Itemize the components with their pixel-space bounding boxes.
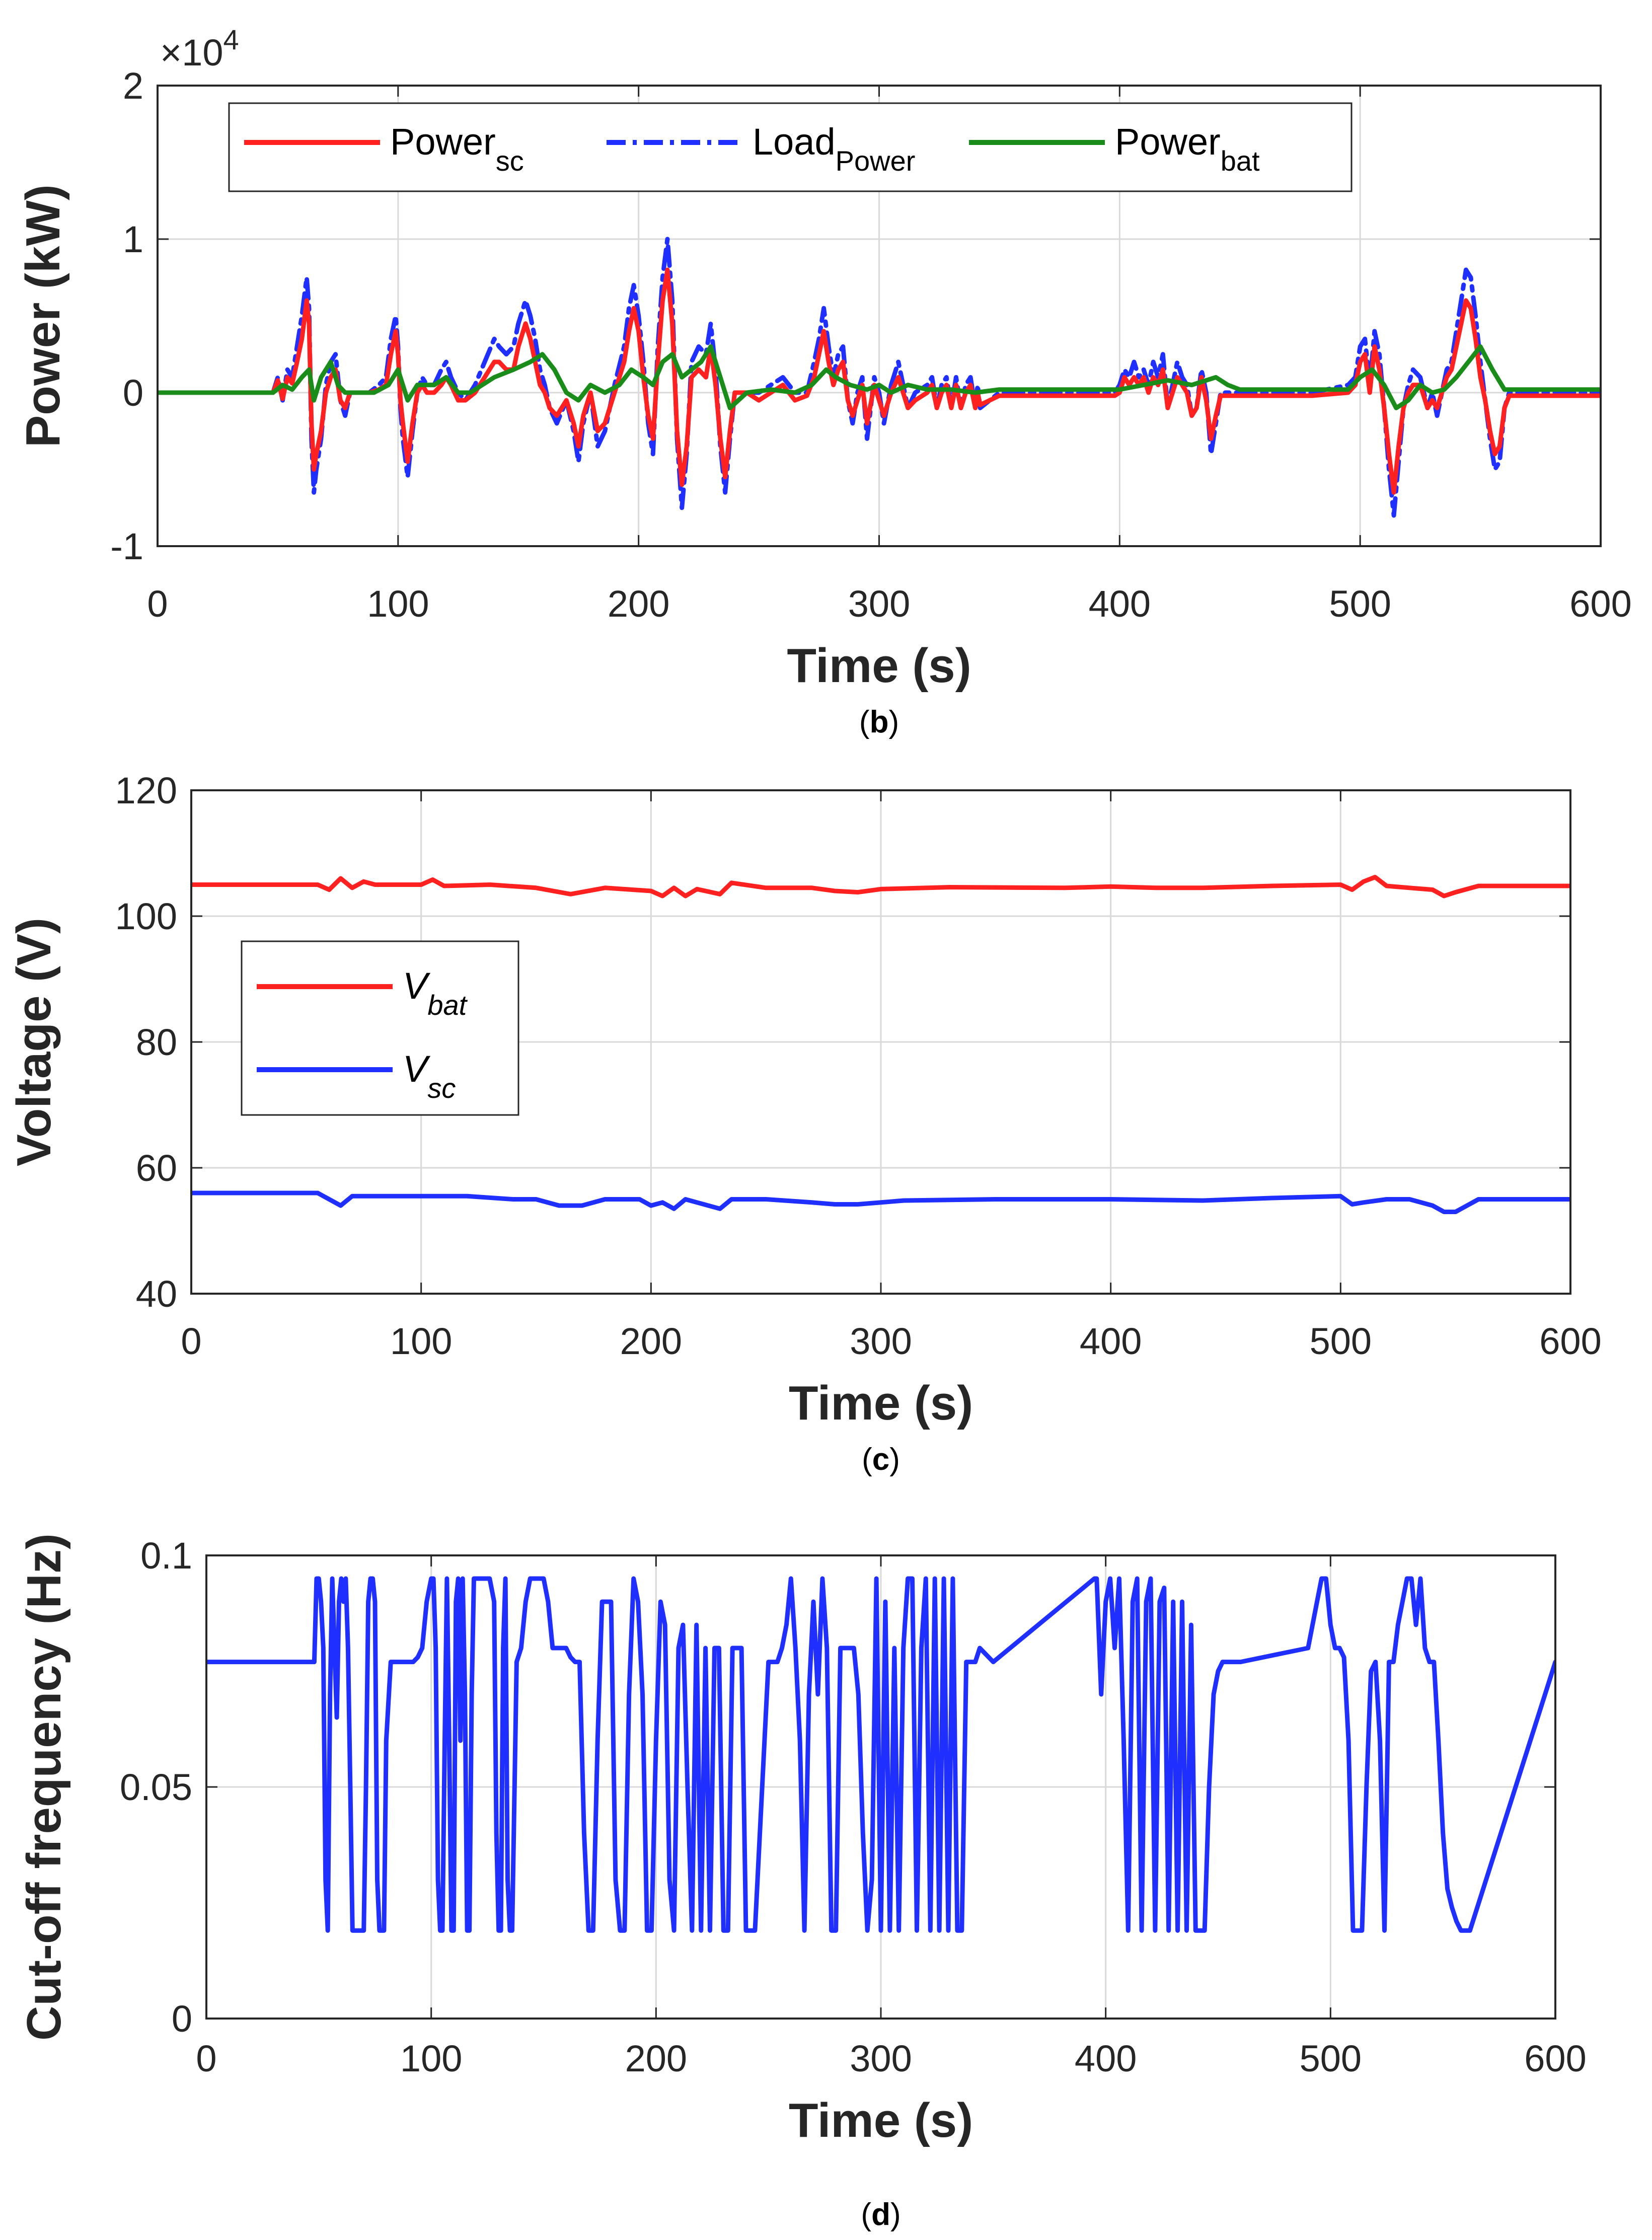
y-tick-label: 80: [136, 1021, 177, 1063]
x-tick-label: 400: [1075, 2038, 1137, 2079]
chart-panel-d: 0 100 200 300 400 500 600 0 0.05 0.1 Time (s) Cut-o…: [17, 1533, 1587, 2232]
y-axis-label: Voltage (V): [7, 918, 61, 1166]
y-tick-label: 1: [123, 218, 143, 260]
y-tick-label: 0.1: [140, 1535, 192, 1577]
x-tick-label: 100: [400, 2038, 462, 2079]
x-tick-label: 0: [196, 2038, 216, 2079]
y-tick-label: 0.05: [120, 1766, 192, 1808]
series-line-v-bat: [191, 875, 1570, 899]
legend-entry: LoadPower: [753, 121, 915, 177]
legend-entry-sub: Power: [836, 145, 916, 177]
panel-label-letter: b: [870, 705, 889, 739]
x-axis-label: Time (s): [789, 2094, 973, 2147]
y-tick-label: 0: [123, 372, 143, 414]
legend-entry-base: V: [403, 965, 431, 1007]
legend-entry-base: Power: [1115, 121, 1221, 163]
x-tick-label: 200: [620, 1320, 682, 1362]
y-tick-label: 0: [172, 1998, 192, 2040]
y-tick-label: 60: [136, 1147, 177, 1189]
series-group: [206, 1576, 1555, 1933]
panel-label: (d): [861, 2197, 900, 2232]
panel-label: (b): [859, 705, 899, 739]
y-tick-label: -1: [110, 526, 143, 567]
axes-frame: [205, 1554, 1556, 2020]
x-tick-label: 200: [625, 2038, 687, 2079]
legend: Powersc LoadPower Powerbat: [228, 102, 1353, 192]
series-line-v-sc: [191, 1190, 1570, 1214]
legend-entry-sub: sc: [496, 145, 524, 177]
x-tick-label: 200: [608, 583, 669, 625]
y-exponent-power: 4: [223, 24, 239, 55]
x-tick-label: 400: [1080, 1320, 1142, 1362]
axes-frame: [190, 789, 1571, 1295]
x-tick-label: 0: [181, 1320, 201, 1362]
legend-entry-sub: bat: [427, 989, 468, 1021]
panel-label-letter: c: [872, 1442, 889, 1477]
legend-entry: Vsc: [403, 1048, 456, 1104]
y-tick-label: 2: [123, 65, 143, 107]
y-exponent-base: ×10: [160, 32, 223, 73]
y-tick-label: 120: [115, 770, 177, 811]
panel-label-close: ): [888, 705, 899, 739]
series-line-power-sc: [158, 267, 1601, 495]
legend-entry-sub: bat: [1221, 145, 1260, 177]
series-group: [191, 875, 1570, 1214]
x-tick-label: 600: [1569, 583, 1631, 625]
legend-entry-sub: sc: [427, 1072, 456, 1104]
panel-label: (c): [862, 1442, 900, 1477]
chart-panel-c: 0 100 200 300 400 500 600 40 60 80 100 120 Time (s) V…: [7, 770, 1602, 1477]
x-tick-label: 300: [850, 1320, 912, 1362]
panel-label-letter: d: [871, 2197, 890, 2232]
panel-label-open: (: [862, 1442, 872, 1477]
x-tick-label: 100: [367, 583, 429, 625]
x-tick-label: 500: [1300, 2038, 1362, 2079]
x-tick-label: 500: [1329, 583, 1391, 625]
y-tick-label: 100: [115, 895, 177, 937]
legend-entry: Vbat: [403, 965, 468, 1021]
panel-label-close: ): [889, 1442, 900, 1477]
x-tick-label: 0: [147, 583, 168, 625]
y-axis-label: Cut-off frequency (Hz): [17, 1533, 71, 2041]
panel-label-close: ): [890, 2197, 901, 2232]
x-tick-label: 600: [1539, 1320, 1601, 1362]
legend-entry: Powersc: [390, 121, 524, 177]
legend-entry: Powerbat: [1115, 121, 1260, 177]
x-tick-label: 500: [1310, 1320, 1372, 1362]
legend-entry-base: V: [403, 1048, 431, 1090]
series-group: [158, 237, 1601, 518]
x-tick-label: 600: [1524, 2038, 1586, 2079]
panel-label-open: (: [859, 705, 870, 739]
series-line-power-bat: [158, 344, 1601, 410]
y-tick-label: 40: [136, 1273, 177, 1315]
legend-entry-base: Power: [390, 121, 496, 163]
axes-frame: [157, 85, 1602, 547]
x-tick-label: 300: [848, 583, 910, 625]
y-axis-label: Power (kW): [16, 184, 70, 447]
y-exponent-label: ×104: [160, 24, 239, 73]
x-tick-label: 300: [850, 2038, 912, 2079]
legend-box: [241, 940, 519, 1116]
panel-label-open: (: [861, 2197, 871, 2232]
legend-entry-base: Load: [753, 121, 836, 163]
x-tick-label: 100: [390, 1320, 452, 1362]
x-tick-label: 400: [1089, 583, 1151, 625]
x-axis-label: Time (s): [789, 1376, 973, 1430]
legend-box: [228, 102, 1353, 192]
series-line-cut-off-frequency: [206, 1576, 1555, 1933]
x-axis-label: Time (s): [787, 639, 971, 693]
